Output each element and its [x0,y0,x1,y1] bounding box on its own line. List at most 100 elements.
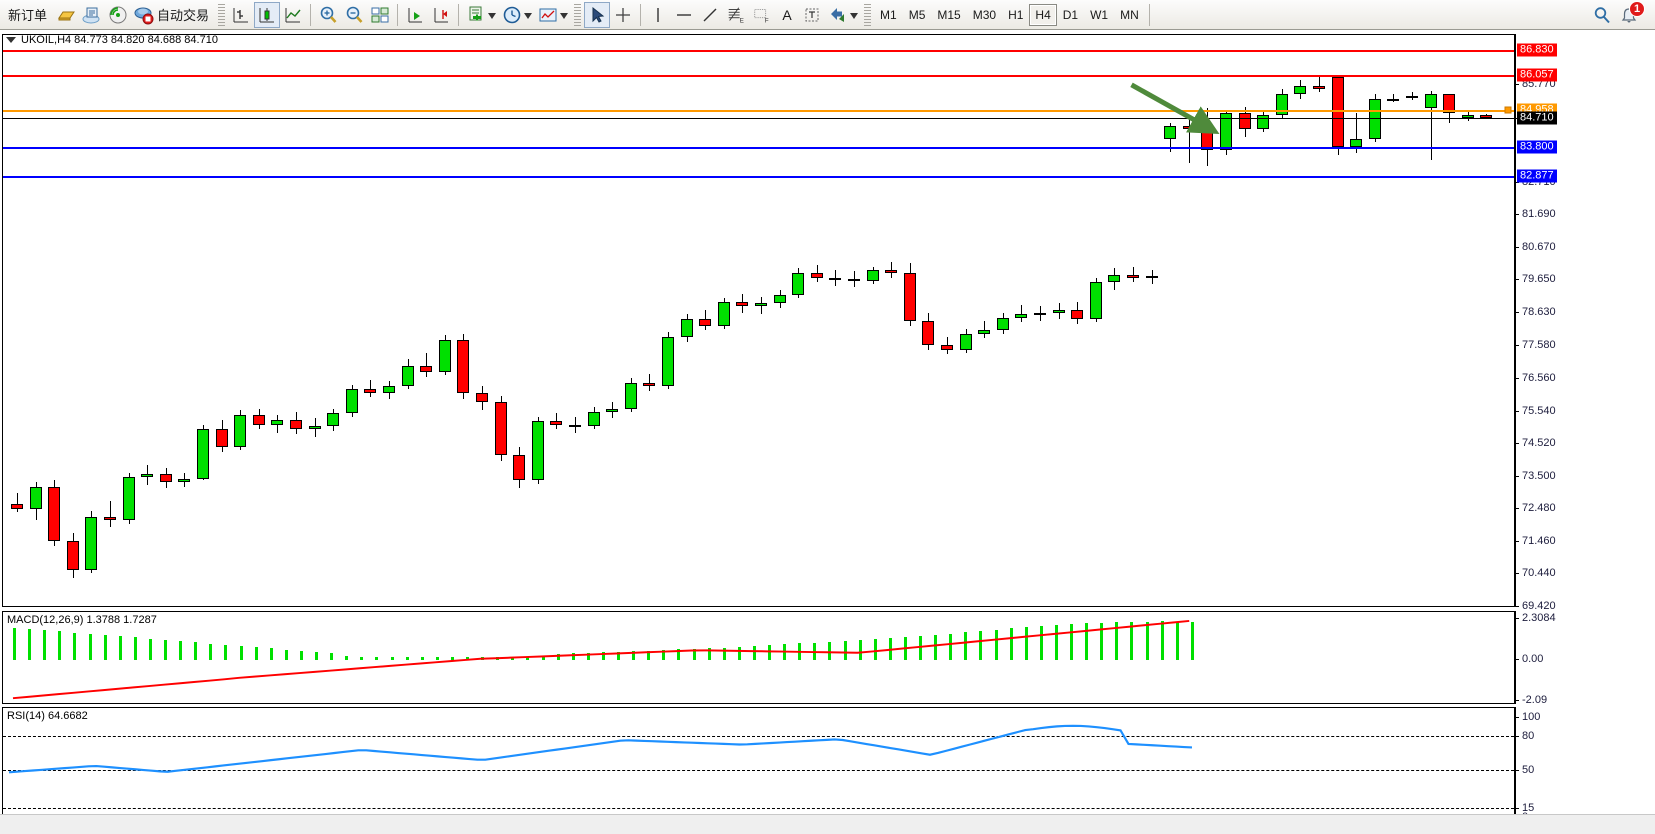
candle-body [104,517,116,521]
chevron-down-icon[interactable] [850,8,859,22]
candle-body [513,454,526,481]
macd-histogram-bar [28,628,32,660]
auto-trading-button[interactable]: 自动交易 [131,2,215,28]
indicators-button[interactable] [463,2,499,28]
candle-wick [370,379,371,398]
chevron-down-icon[interactable] [488,8,497,22]
price-tick: 77.580 [1515,339,1556,351]
fibonacci-icon[interactable]: E [723,2,749,28]
horizontal-line-icon[interactable] [671,2,697,28]
down-trend-arrow [1130,82,1220,134]
timeframe-w1[interactable]: W1 [1090,7,1109,22]
price-scale-axis[interactable]: 85.77084.71082.71081.69080.67079.65078.6… [1515,34,1655,612]
chevron-down-icon[interactable] [560,8,569,22]
macd-histogram-bar [994,629,998,660]
trendline-icon[interactable] [697,2,723,28]
entry-level-handle[interactable] [1504,106,1512,114]
price-tick: 74.520 [1515,437,1556,449]
candle-body [1089,282,1102,320]
gold-bar-icon[interactable] [53,2,79,28]
rsi-indicator-plot[interactable]: RSI(14) 64.6682 [2,707,1515,824]
macd-histogram-bar [571,653,575,660]
annotation-layer [1130,82,1220,134]
price-chart-plot[interactable] [2,34,1515,607]
macd-histogram-bar [828,641,832,660]
macd-histogram-bar [903,636,907,660]
line-chart-icon[interactable] [280,2,306,28]
price-level-entry-level[interactable] [3,109,1514,112]
candle-body [903,272,916,321]
macd-histogram-bar [103,635,107,660]
candle-body [978,330,991,334]
macd-tick: -2.09 [1515,694,1547,706]
timeframe-mn[interactable]: MN [1120,7,1139,22]
zoom-in-icon[interactable] [315,2,341,28]
macd-histogram-bar [1145,621,1149,660]
fibonacci-glyph: E [728,6,744,24]
candle-body [531,421,544,481]
cursor-icon[interactable] [584,1,611,28]
macd-histogram-bar [783,644,787,660]
price-tick: 71.460 [1515,535,1556,547]
timeframe-h4[interactable]: H4 [1029,3,1057,26]
period-clock-icon [503,6,521,23]
notification-bell-button[interactable]: 1 [1615,0,1647,28]
candlestick-chart-icon[interactable] [254,1,281,28]
zoom-in-glyph [320,6,337,23]
toolbar-grip[interactable] [864,3,872,26]
timeframe-m1[interactable]: M1 [880,7,897,22]
timeframe-m30[interactable]: M30 [972,7,997,22]
tile-windows-glyph [371,7,389,22]
toolbar-grip[interactable] [218,3,226,26]
macd-histogram-bar [179,641,183,660]
chart-shift-icon[interactable] [428,2,454,28]
rsi-line [8,724,1193,774]
search-icon[interactable] [1589,2,1615,28]
templates-button[interactable] [535,2,571,28]
period-button[interactable] [499,2,535,28]
timeframe-h1[interactable]: H1 [1008,7,1024,22]
chevron-down-icon[interactable] [524,8,533,22]
candle-wick [1431,90,1432,160]
candle-body [66,541,79,570]
gold-bar-glyph [58,11,75,20]
candle-wick [1021,304,1022,323]
candle-wick [17,493,18,513]
zoom-out-icon[interactable] [341,2,367,28]
timeframe-m5[interactable]: M5 [908,7,926,22]
candle-body [736,301,749,307]
price-level-support-lower[interactable] [3,176,1514,179]
macd-histogram-bar [164,639,167,660]
price-level-current-price[interactable] [3,117,1514,119]
price-level-resistance-lower[interactable] [3,74,1514,77]
macd-histogram-bar [1009,628,1013,660]
timeframe-d1[interactable]: D1 [1062,7,1079,22]
signal-glyph [109,6,127,23]
candle-body [1127,274,1139,278]
macd-histogram-bar [541,657,545,660]
macd-histogram-bar [813,642,817,660]
candle-wick [556,413,557,430]
tile-windows-icon[interactable] [367,2,393,28]
candle-wick [1133,266,1134,283]
data-window-glyph [82,7,100,23]
signal-icon[interactable] [105,2,131,28]
text-label-icon[interactable]: A [775,2,799,28]
crosshair-icon[interactable] [610,2,636,28]
text-box-icon[interactable] [799,2,825,28]
timeframe-m15[interactable]: M15 [937,7,961,22]
vertical-line-icon[interactable] [645,2,671,28]
toolbar-grip[interactable] [574,3,582,26]
arrows-button[interactable] [825,2,861,28]
chart-menu-icon[interactable] [6,36,16,43]
macd-indicator-plot[interactable]: MACD(12,26,9) 1.3788 1.7287 [2,611,1515,704]
channel-icon[interactable]: F [749,2,775,28]
new-order-button[interactable]: 新订单 [2,2,53,28]
scroll-end-icon[interactable] [402,2,428,28]
bar-chart-icon[interactable] [228,2,254,28]
data-window-icon[interactable] [79,2,105,28]
macd-histogram-bar [466,657,469,660]
price-tag-resistance-upper: 86.830 [1517,43,1557,57]
price-level-support-upper[interactable] [3,146,1514,149]
price-level-resistance-upper[interactable] [3,50,1514,52]
